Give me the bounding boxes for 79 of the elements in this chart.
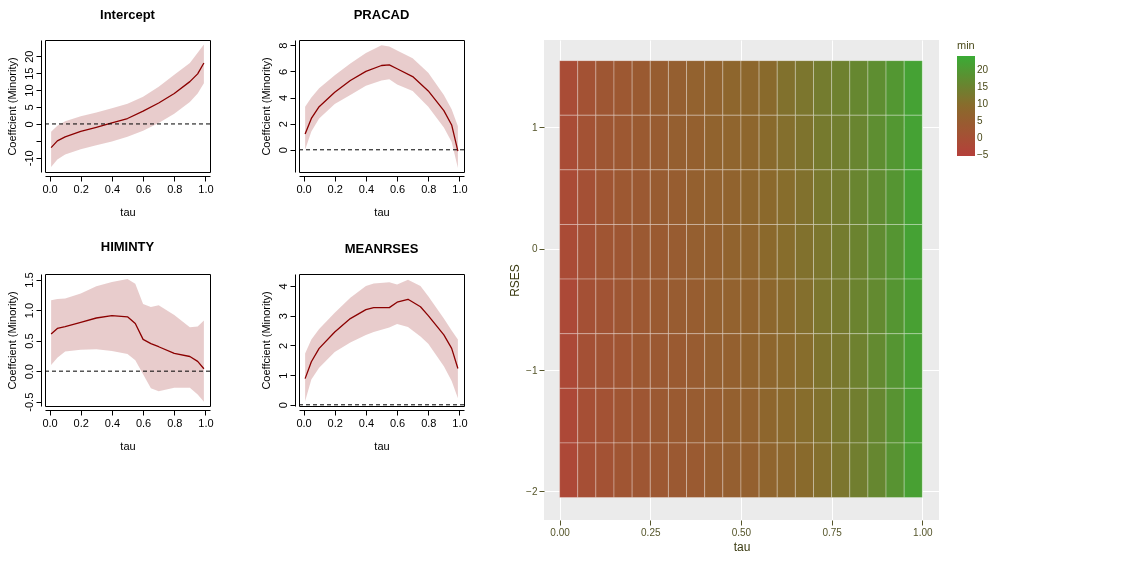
color-bar-label: 0 <box>977 132 983 144</box>
x-tick-label: 1.0 <box>452 182 468 195</box>
line-series <box>50 314 205 370</box>
y-tick-label: 0 <box>276 147 289 154</box>
x-tick-label: 0.4 <box>104 416 121 429</box>
x-tick-label: 0.4 <box>358 182 375 195</box>
x-axis-title: tau <box>374 205 390 218</box>
y-tick-label: 1 <box>276 372 289 379</box>
x-tick-label: 0.6 <box>389 182 406 195</box>
y-tick-label: 10 <box>22 84 35 97</box>
y-tick-label: 0 <box>22 121 35 128</box>
y-tick-label: 8 <box>276 42 289 49</box>
y-tick-label: 15 <box>22 67 35 80</box>
x-tick-label: 0.4 <box>104 182 121 195</box>
x-tick-label: 1.0 <box>452 416 468 429</box>
x-tick-label: 0.8 <box>421 182 437 195</box>
y-axis-title: Coeffcient (Minority) <box>5 57 18 156</box>
y-tick-label: 6 <box>276 68 289 75</box>
chart-title: HIMINTY <box>100 238 155 254</box>
y-tick-label: 0 <box>276 402 289 409</box>
x-tick-label: 0.25 <box>641 526 661 538</box>
x-axis-title: tau <box>733 539 751 554</box>
y-axis-title: Coeffcient (Minority) <box>259 291 272 390</box>
x-tick-label: 0.6 <box>135 416 152 429</box>
x-axis-title: tau <box>120 205 136 218</box>
x-tick-label: 0.0 <box>42 182 58 195</box>
y-tick-label: 20 <box>22 50 35 63</box>
x-axis-title: tau <box>374 439 390 452</box>
chart-title: PRACAD <box>353 7 410 22</box>
y-tick-label: 0.5 <box>22 333 35 349</box>
x-tick-label: 0.50 <box>731 526 752 538</box>
x-tick-label: 0.8 <box>167 416 183 429</box>
x-tick-label: 0.6 <box>389 416 406 429</box>
y-tick-label: 5 <box>22 104 35 111</box>
y-tick-label: 2 <box>276 121 289 128</box>
x-tick-label: 0.2 <box>73 182 89 195</box>
y-tick-label: 1.5 <box>22 272 35 288</box>
line-series <box>304 64 459 152</box>
x-tick-label: 0.2 <box>327 416 343 429</box>
x-tick-label: 0.00 <box>550 526 571 538</box>
x-tick-label: 0.0 <box>296 416 312 429</box>
y-tick-label: 0 <box>531 243 538 255</box>
x-tick-label: 1.0 <box>198 182 214 195</box>
color-bar-label: 20 <box>977 63 989 75</box>
chart-title: Intercept <box>100 7 156 22</box>
y-tick-label: −1 <box>526 364 538 376</box>
line-series <box>304 298 459 380</box>
y-tick-label: 1 <box>531 121 538 133</box>
y-tick-label: 4 <box>276 283 289 290</box>
line-series <box>50 62 205 149</box>
y-tick-label: −2 <box>526 485 538 497</box>
x-tick-label: 0.2 <box>327 182 343 195</box>
x-tick-label: 0.75 <box>822 526 843 538</box>
x-tick-label: 1.0 <box>198 416 214 429</box>
chart-title: MEANRSES <box>344 241 419 256</box>
x-axis-title: tau <box>120 439 136 452</box>
color-bar-label: 10 <box>977 97 989 109</box>
color-bar-label: −5 <box>977 149 989 161</box>
y-axis-title: Coeffcient (Minority) <box>259 57 272 156</box>
x-tick-label: 0.4 <box>358 416 375 429</box>
y-axis-title: Coeffcient (Minority) <box>5 291 18 390</box>
x-tick-label: 0.6 <box>135 182 152 195</box>
y-tick-label: 1.0 <box>22 302 35 319</box>
y-axis-title: RSES <box>508 264 523 297</box>
color-bar-label: 5 <box>977 115 983 127</box>
x-tick-label: 0.0 <box>296 182 312 195</box>
x-tick-label: 0.0 <box>42 416 58 429</box>
y-tick-label: 0.0 <box>22 364 35 380</box>
color-bar-title: min <box>957 39 975 51</box>
x-tick-label: 0.8 <box>167 182 183 195</box>
y-tick-label: 2 <box>276 342 289 349</box>
y-tick-label: 4 <box>276 94 289 102</box>
y-tick-label: -10 <box>22 150 35 167</box>
x-tick-label: 0.8 <box>421 416 437 429</box>
x-tick-label: 1.00 <box>913 526 933 538</box>
x-tick-label: 0.2 <box>73 416 89 429</box>
color-bar-label: 15 <box>977 80 989 92</box>
y-tick-label: -0.5 <box>22 392 35 412</box>
y-tick-label: 3 <box>276 313 289 320</box>
